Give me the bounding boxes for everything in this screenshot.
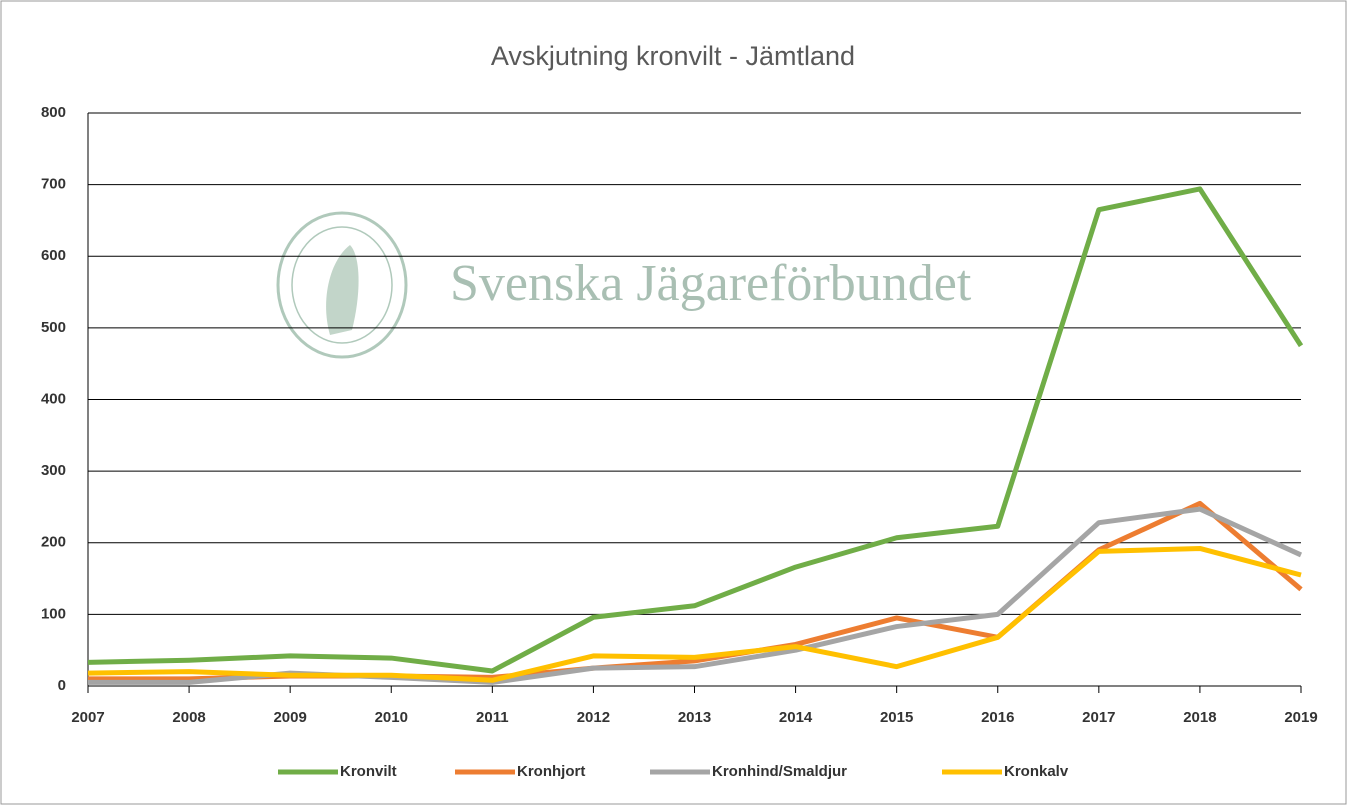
x-tick-label: 2012: [577, 709, 610, 726]
legend-label: Kronhjort: [517, 763, 585, 780]
x-tick-label: 2018: [1183, 709, 1216, 726]
y-tick-label: 100: [41, 605, 66, 622]
watermark-text: Svenska Jägareförbundet: [450, 255, 972, 312]
y-tick-label: 600: [41, 247, 66, 264]
x-tick-label: 2019: [1284, 709, 1317, 726]
x-tick-label: 2014: [779, 709, 813, 726]
series-line: [87, 545, 1302, 683]
y-tick-label: 300: [41, 462, 66, 479]
watermark-emblem: [276, 211, 408, 359]
y-tick-label: 700: [41, 176, 66, 193]
x-tick-label: 2017: [1082, 709, 1115, 726]
chart-title: Avskjutning kronvilt - Jämtland: [491, 41, 855, 71]
x-tick-label: 2008: [172, 709, 205, 726]
y-tick-label: 800: [41, 104, 66, 121]
x-tick-label: 2013: [678, 709, 711, 726]
legend-label: Kronvilt: [340, 763, 397, 780]
series-line: [87, 186, 1304, 674]
x-tick-label: 2011: [476, 709, 509, 726]
legend-label: Kronkalv: [1004, 763, 1069, 780]
x-tick-label: 2009: [273, 709, 306, 726]
legend-label: Kronhind/Smaldjur: [712, 763, 847, 780]
x-tick-label: 2016: [981, 709, 1014, 726]
y-tick-label: 0: [58, 677, 66, 694]
x-tick-label: 2010: [375, 709, 408, 726]
x-tick-label: 2015: [880, 709, 913, 726]
x-tick-label: 2007: [71, 709, 104, 726]
y-tick-label: 400: [41, 390, 66, 407]
y-tick-label: 200: [41, 534, 66, 551]
y-tick-label: 500: [41, 319, 66, 336]
